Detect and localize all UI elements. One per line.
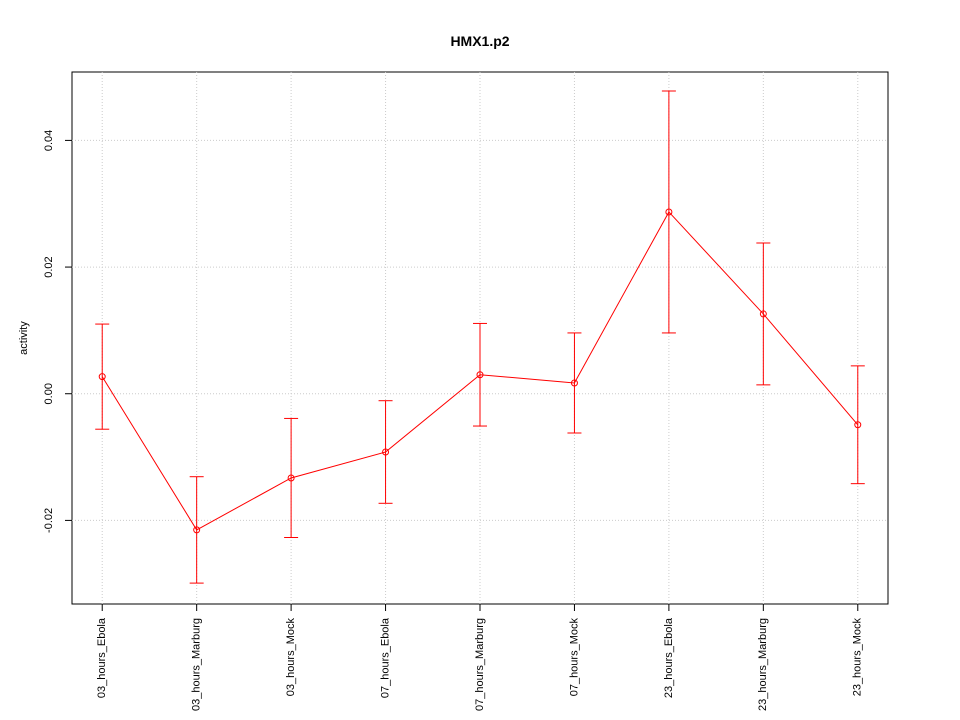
point — [193, 526, 201, 534]
point — [759, 310, 767, 318]
point — [570, 379, 578, 387]
x-tick-label: 23_hours_Ebola — [663, 617, 675, 698]
x-tick-label: 03_hours_Marburg — [191, 618, 203, 711]
x-tick-label: 07_hours_Mock — [568, 618, 580, 697]
y-tick-label: 0.02 — [43, 256, 55, 277]
x-tick-label: 23_hours_Mock — [852, 618, 864, 697]
y-tick-label: 0.00 — [43, 383, 55, 404]
x-tick-label: 23_hours_Marburg — [757, 618, 769, 711]
error-bar — [473, 322, 487, 427]
x-tick-label: 07_hours_Marburg — [474, 618, 486, 711]
error-bar — [567, 332, 582, 434]
y-axis-label: activity — [18, 321, 30, 355]
point — [665, 208, 673, 216]
point — [382, 448, 390, 456]
error-bar — [189, 476, 204, 584]
error-bar — [284, 417, 299, 538]
y-tick-label: 0.04 — [43, 130, 55, 151]
point — [476, 371, 484, 379]
point — [854, 421, 862, 429]
error-bar — [756, 242, 771, 386]
error-bar — [378, 400, 393, 504]
point — [287, 474, 295, 482]
point — [98, 373, 106, 381]
y-tick-label: -0.02 — [43, 508, 55, 533]
x-tick-label: 07_hours_Ebola — [379, 617, 391, 698]
x-tick-label: 03_hours_Mock — [285, 618, 297, 697]
error-bar — [850, 365, 865, 485]
chart-title: HMX1.p2 — [450, 33, 509, 49]
error-bar — [95, 323, 110, 430]
x-tick-label: 03_hours_Ebola — [96, 617, 108, 698]
error-bar — [661, 90, 676, 334]
